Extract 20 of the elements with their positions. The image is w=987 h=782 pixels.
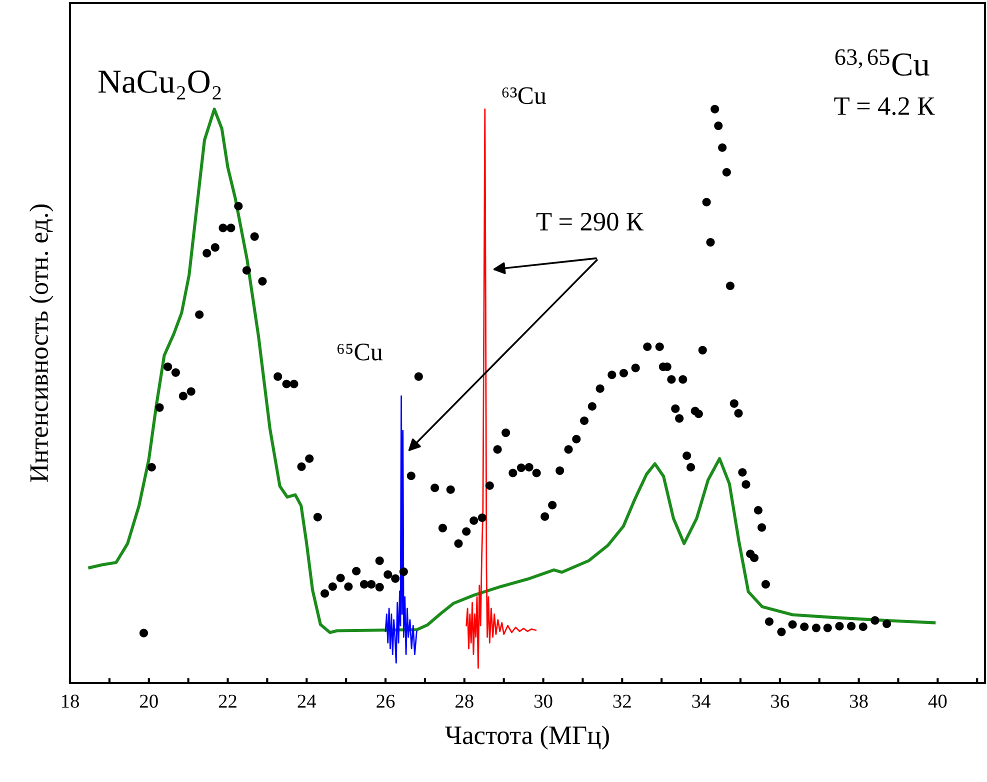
x-tick-label: 32 <box>613 694 631 708</box>
x-tick-label: 24 <box>298 694 316 708</box>
x-tick-label: 30 <box>534 694 552 708</box>
x-tick-label: 18 <box>62 694 79 708</box>
x-tick-label: 26 <box>376 694 395 708</box>
x-tick-label: 28 <box>456 694 474 708</box>
x-tick-label: 40 <box>928 694 947 708</box>
text: NaCu₂O₂ <box>98 70 221 100</box>
x-tick-label: 20 <box>140 694 158 708</box>
x-axis-title: Частота (МГц) <box>445 726 609 750</box>
annotation: T = 4.2 К <box>834 97 935 116</box>
x-tick-label: 22 <box>218 694 236 708</box>
x-tick-label: 38 <box>850 694 868 708</box>
x-tick-label: 34 <box>692 694 710 708</box>
x-tick-label: 36 <box>771 694 790 708</box>
text: $^{63,65}$Cu <box>835 49 930 76</box>
annotation: T = 290 К <box>536 212 644 231</box>
annotation: ⁶³Cu <box>502 87 546 104</box>
y-axis-title: Интенсивность (отн. ед.) <box>29 204 54 482</box>
annotation: ⁶⁵Cu <box>337 344 383 360</box>
